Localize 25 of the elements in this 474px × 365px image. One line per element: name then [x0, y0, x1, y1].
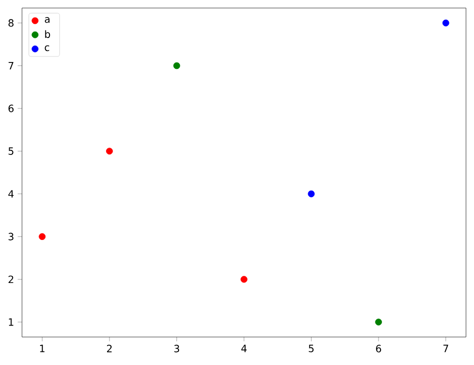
y-tick-label: 4 [8, 190, 14, 198]
x-tick-label: 4 [241, 344, 247, 352]
x-tick-label: 2 [107, 344, 112, 352]
point [173, 62, 180, 70]
x-tick-label: 5 [308, 344, 314, 352]
y-tick-label: 2 [8, 276, 14, 284]
legend-label: a [44, 17, 50, 23]
y-tick-label: 7 [8, 62, 14, 70]
legend-label: c [44, 45, 50, 52]
y-tick-label: 6 [8, 104, 14, 112]
y-tick-label: 1 [8, 318, 14, 326]
x-tick-label: 1 [40, 344, 44, 352]
point [308, 190, 315, 198]
y-tick-label: 3 [8, 232, 14, 240]
point [106, 148, 113, 155]
x-tick-label: 7 [443, 344, 448, 352]
point [375, 318, 382, 326]
x-tick-label: 6 [376, 344, 382, 352]
x-tick-label: 3 [174, 344, 180, 352]
y-tick-label: 5 [8, 147, 14, 155]
point [240, 276, 248, 283]
legend-label: b [45, 30, 50, 38]
point [442, 20, 450, 26]
y-tick-label: 8 [8, 19, 14, 27]
point [38, 233, 46, 240]
